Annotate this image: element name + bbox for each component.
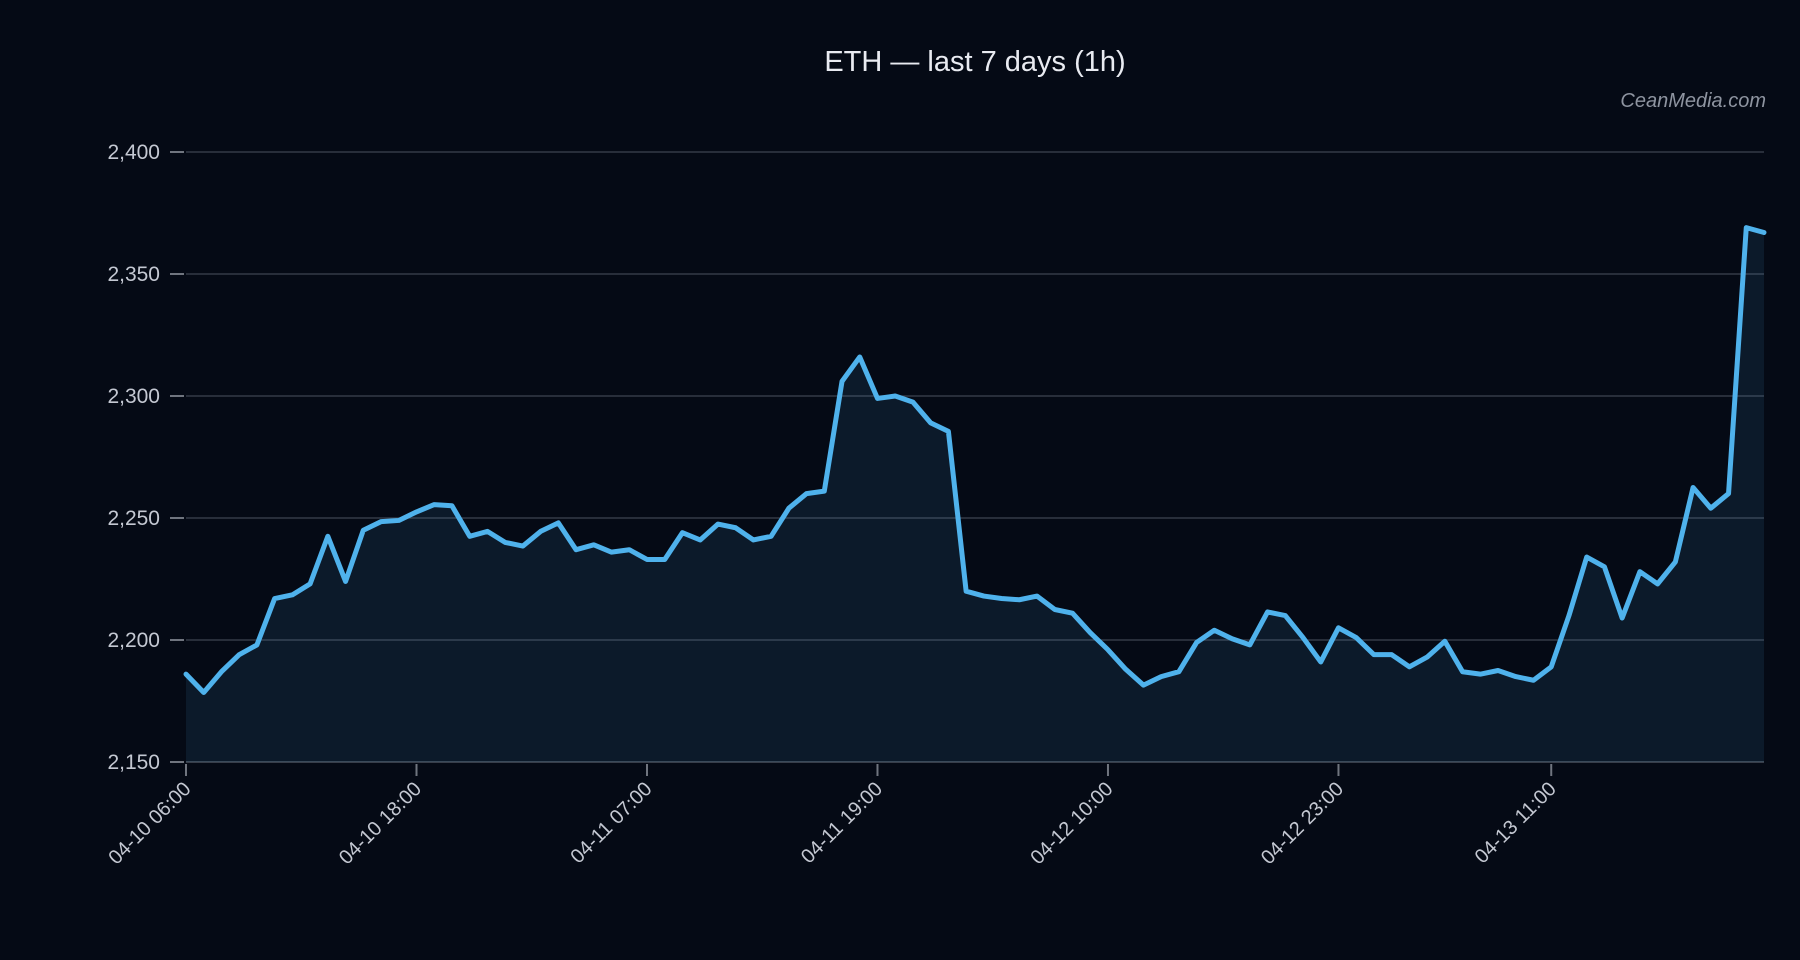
x-tick-label: 04-12 23:00 xyxy=(1257,778,1348,869)
y-tick-label: 2,350 xyxy=(107,263,160,286)
watermark: CeanMedia.com xyxy=(1620,90,1766,112)
x-tick-label: 04-13 11:00 xyxy=(1471,778,1561,868)
x-tick-label: 04-10 06:00 xyxy=(104,778,195,869)
y-tick-label: 2,300 xyxy=(107,385,160,408)
price-area xyxy=(186,227,1764,762)
x-tick-label: 04-11 19:00 xyxy=(797,778,887,868)
y-tick-label: 2,400 xyxy=(107,141,160,164)
x-tick-label: 04-11 07:00 xyxy=(567,778,657,868)
y-tick-label: 2,200 xyxy=(107,629,160,652)
y-tick-label: 2,250 xyxy=(107,507,160,530)
x-tick-label: 04-12 10:00 xyxy=(1026,778,1117,869)
chart-title: ETH — last 7 days (1h) xyxy=(824,46,1126,78)
price-line xyxy=(183,225,1767,695)
y-tick-label: 2,150 xyxy=(107,751,160,774)
x-tick-label: 04-10 18:00 xyxy=(335,778,426,869)
